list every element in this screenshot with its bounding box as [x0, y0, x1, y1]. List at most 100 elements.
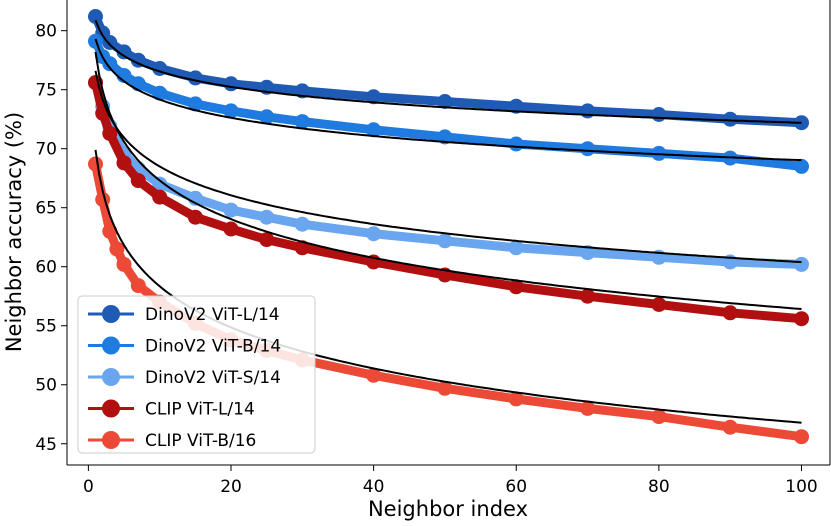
data-point	[580, 288, 596, 304]
y-tick-label: 70	[35, 140, 57, 160]
data-point	[152, 85, 168, 101]
data-point	[102, 56, 118, 72]
y-axis-label: Neighbor accuracy (%)	[2, 112, 26, 352]
legend-swatch-marker	[102, 368, 120, 386]
data-point	[109, 241, 125, 257]
data-point	[651, 409, 667, 425]
legend-swatch-marker	[102, 431, 120, 449]
data-point	[294, 240, 310, 256]
x-tick-label: 0	[83, 477, 94, 497]
data-point	[102, 223, 118, 239]
axes	[66, 0, 831, 466]
data-point	[130, 173, 146, 189]
data-point	[223, 76, 239, 92]
x-tick-label: 20	[220, 477, 242, 497]
fit-line	[94, 19, 802, 124]
x-axis-label: Neighbor index	[368, 497, 528, 521]
data-point	[508, 279, 524, 295]
data-point	[116, 256, 132, 272]
x-tick-label: 80	[648, 477, 670, 497]
data-point	[130, 278, 146, 294]
data-point	[259, 109, 275, 125]
data-point	[294, 216, 310, 232]
legend-item: DinoV2 ViT-S/14	[88, 368, 281, 388]
data-point	[580, 400, 596, 416]
data-point	[152, 189, 168, 205]
data-point	[437, 380, 453, 396]
data-point	[223, 221, 239, 237]
data-point	[116, 44, 132, 60]
data-point	[437, 94, 453, 109]
data-point	[794, 311, 809, 327]
data-point	[130, 52, 146, 68]
legend-label: DinoV2 ViT-S/14	[145, 368, 281, 388]
data-point	[294, 114, 310, 130]
data-point	[508, 98, 524, 114]
data-point	[88, 9, 103, 24]
series-3	[88, 75, 809, 327]
legend-swatch-marker	[102, 305, 120, 323]
data-point	[187, 209, 203, 225]
legend-item: CLIP ViT-B/16	[88, 431, 256, 451]
y-ticks: 45 50 55 60 65 70 75 80	[35, 22, 67, 455]
data-point	[508, 391, 524, 407]
legend: DinoV2 ViT-L/14 DinoV2 ViT-B/14 DinoV2 ViT…	[77, 295, 316, 454]
y-tick-label: 50	[35, 376, 57, 396]
data-point	[508, 136, 524, 152]
y-tick-label: 45	[35, 435, 57, 455]
fit-line	[94, 38, 802, 162]
data-point	[651, 297, 667, 312]
y-tick-label: 60	[35, 258, 57, 278]
data-point	[259, 209, 275, 225]
data-layer	[88, 9, 809, 445]
data-point	[722, 419, 738, 435]
data-point	[366, 122, 382, 138]
data-point	[794, 429, 809, 445]
y-tick-label: 65	[35, 199, 57, 219]
x-tick-label: 60	[505, 477, 527, 497]
data-point	[508, 240, 524, 256]
data-point	[187, 70, 203, 86]
legend-label: DinoV2 ViT-L/14	[145, 305, 280, 325]
legend-label: CLIP ViT-B/16	[145, 431, 256, 451]
fit-line	[94, 70, 802, 264]
legend-swatch-marker	[102, 399, 120, 418]
data-point	[366, 89, 382, 105]
data-point	[722, 111, 738, 127]
data-point	[437, 233, 453, 249]
y-tick-label: 80	[35, 22, 57, 42]
legend-label: CLIP ViT-L/14	[145, 400, 255, 420]
x-tick-label: 40	[363, 477, 385, 497]
y-tick-label: 75	[35, 81, 57, 101]
data-point	[580, 103, 596, 119]
data-point	[366, 226, 382, 242]
x-ticks: 0 20 40 60 80 100	[83, 465, 818, 497]
y-tick-label: 55	[35, 317, 57, 337]
data-point	[580, 141, 596, 157]
legend-item: CLIP ViT-L/14	[88, 399, 255, 420]
legend-swatch-marker	[102, 336, 120, 355]
data-point	[651, 107, 667, 122]
data-point	[116, 155, 132, 171]
data-point	[722, 305, 738, 321]
series-0	[88, 9, 809, 131]
data-point	[580, 245, 596, 261]
legend-label: DinoV2 ViT-B/14	[145, 337, 281, 357]
x-tick-label: 100	[785, 477, 817, 497]
data-point	[794, 158, 809, 174]
legend-box	[77, 295, 316, 454]
legend-item: DinoV2 ViT-B/14	[88, 336, 281, 357]
data-point	[223, 202, 239, 218]
data-point	[102, 125, 118, 141]
data-point	[259, 232, 275, 248]
fit-line	[94, 51, 802, 310]
data-point	[794, 256, 809, 272]
data-point	[88, 156, 103, 172]
data-point	[152, 176, 168, 192]
legend-item: DinoV2 ViT-L/14	[88, 305, 280, 325]
data-point	[223, 103, 239, 119]
data-point	[187, 96, 203, 112]
data-point	[366, 367, 382, 383]
series-4	[88, 156, 809, 445]
